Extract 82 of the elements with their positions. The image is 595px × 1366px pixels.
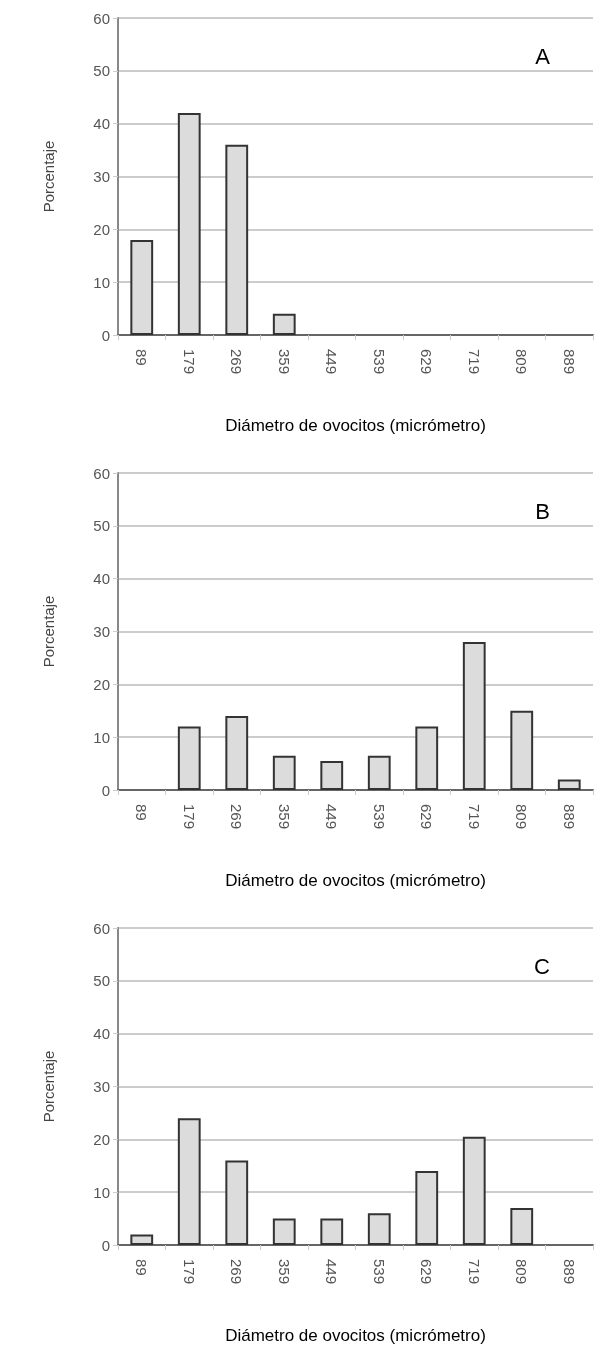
x-tick-label: 719 — [465, 1259, 483, 1285]
x-tick-label: 269 — [228, 349, 246, 375]
x-tick-label: 539 — [370, 1259, 388, 1285]
y-tick-label: 10 — [93, 1183, 110, 1201]
annotation: C — [534, 953, 551, 979]
bar — [510, 710, 534, 790]
bar — [177, 726, 201, 790]
y-tick-label: 60 — [93, 464, 110, 482]
y-tick-label: 50 — [93, 62, 110, 80]
x-tick-label: 539 — [370, 349, 388, 375]
x-tick-label: 719 — [465, 804, 483, 830]
bar — [130, 1234, 154, 1245]
y-tick-label: 20 — [93, 675, 110, 693]
bar — [130, 239, 154, 335]
y-tick-label: 20 — [93, 1130, 110, 1148]
y-axis-title: Porcentaje — [40, 1050, 57, 1123]
x-tick-label: 359 — [275, 804, 293, 830]
x-tick-label: 359 — [275, 1259, 293, 1285]
bar — [367, 1213, 391, 1245]
x-tick-label: 269 — [228, 804, 246, 830]
y-tick-label: 30 — [93, 1078, 110, 1095]
bar — [320, 1218, 344, 1245]
x-tick-label: 719 — [465, 349, 483, 375]
x-tick-label: 269 — [228, 1259, 246, 1285]
x-tick-label: 359 — [275, 349, 293, 375]
x-axis-title: Diámetro de ovocitos (micrómetro) — [225, 416, 486, 435]
x-tick-label: 889 — [560, 1259, 578, 1285]
x-tick-label: 89 — [133, 1259, 151, 1276]
x-tick-label: 449 — [323, 1259, 341, 1285]
y-tick-label: 50 — [93, 517, 110, 535]
bar — [225, 1160, 249, 1245]
x-tick-label: 809 — [513, 1259, 531, 1285]
bar — [415, 726, 439, 790]
bar — [177, 113, 201, 335]
x-tick-label: 89 — [133, 349, 151, 366]
y-tick-label: 10 — [93, 273, 110, 291]
x-tick-label: 449 — [323, 804, 341, 830]
annotation: A — [535, 43, 551, 69]
y-axis-title: Porcentaje — [40, 595, 57, 668]
bar — [272, 755, 296, 790]
y-tick-label: 0 — [101, 1236, 110, 1254]
x-axis-title: Diámetro de ovocitos (micrómetro) — [225, 1326, 486, 1345]
x-tick-label: 179 — [180, 1259, 198, 1285]
y-tick-label: 30 — [93, 168, 110, 185]
x-tick-label: 629 — [418, 804, 436, 830]
bar — [367, 755, 391, 790]
bar — [272, 1218, 296, 1245]
x-tick-label: 809 — [513, 349, 531, 375]
x-tick-label: 179 — [180, 349, 198, 375]
x-axis-title: Diámetro de ovocitos (micrómetro) — [225, 871, 486, 890]
bar — [320, 760, 344, 790]
x-tick-label: 629 — [418, 1259, 436, 1285]
bar — [177, 1118, 201, 1245]
y-tick-label: 50 — [93, 972, 110, 990]
bar — [462, 1136, 486, 1245]
bar — [557, 779, 581, 790]
y-tick-label: 40 — [93, 1025, 110, 1043]
x-tick-label: 889 — [560, 804, 578, 830]
y-tick-label: 60 — [93, 9, 110, 27]
x-tick-label: 889 — [560, 349, 578, 375]
x-tick-label: 809 — [513, 804, 531, 830]
x-tick-label: 449 — [323, 349, 341, 375]
y-tick-label: 10 — [93, 728, 110, 746]
bar — [272, 313, 296, 335]
y-tick-label: 0 — [101, 781, 110, 799]
y-axis-title: Porcentaje — [40, 140, 57, 213]
x-tick-label: 89 — [133, 804, 151, 821]
y-tick-label: 20 — [93, 220, 110, 238]
x-tick-label: 539 — [370, 804, 388, 830]
y-tick-label: 40 — [93, 570, 110, 588]
y-tick-label: 60 — [93, 919, 110, 937]
bar — [225, 144, 249, 335]
y-tick-label: 30 — [93, 623, 110, 640]
bar — [462, 642, 486, 790]
bar — [225, 716, 249, 790]
y-tick-label: 0 — [101, 326, 110, 344]
bar — [415, 1171, 439, 1245]
y-tick-label: 40 — [93, 115, 110, 133]
x-tick-label: 179 — [180, 804, 198, 830]
x-tick-label: 629 — [418, 349, 436, 375]
bar — [510, 1208, 534, 1245]
annotation: B — [535, 498, 551, 524]
